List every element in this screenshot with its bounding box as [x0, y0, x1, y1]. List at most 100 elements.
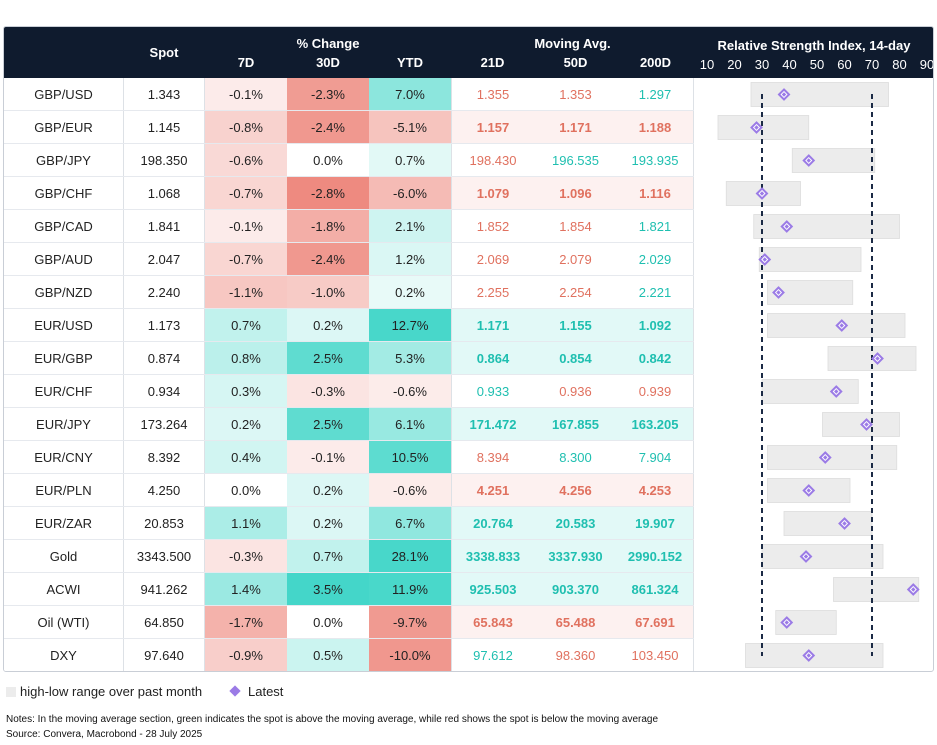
rsi-range-bar	[833, 577, 920, 602]
change-7d-cell: 0.4%	[205, 441, 287, 474]
pair-cell: EUR/ZAR	[4, 507, 123, 540]
change-30d-cell: -1.0%	[287, 276, 369, 309]
pair-cell: GBP/CHF	[4, 177, 123, 210]
change-ytd-cell: 10.5%	[369, 441, 451, 474]
ma-21d-cell: 97.612	[451, 639, 534, 671]
change-ytd-cell: 6.7%	[369, 507, 451, 540]
change-ytd-cell: -6.0%	[369, 177, 451, 210]
rsi-latest-marker-core	[834, 389, 839, 394]
change-7d-cell: 1.1%	[205, 507, 287, 540]
ma-200d-cell: 0.939	[617, 375, 694, 408]
rsi-range-bar	[761, 544, 884, 569]
ma-50d-cell: 2.254	[534, 276, 617, 309]
rsi-range-bar	[783, 511, 873, 536]
rsi-range-bar	[717, 115, 810, 140]
change-30d-cell: -2.3%	[287, 78, 369, 111]
ma-200d-cell: 193.935	[617, 144, 694, 177]
ma-200d-cell: 1.116	[617, 177, 694, 210]
change-30d-cell: 0.5%	[287, 639, 369, 671]
ma-200d-cell: 7.904	[617, 441, 694, 474]
change-7d-cell: -1.7%	[205, 606, 287, 639]
pair-cell: EUR/PLN	[4, 474, 123, 507]
change-ytd-cell: 0.7%	[369, 144, 451, 177]
ma-21d-cell: 198.430	[451, 144, 534, 177]
change-7d-cell: -0.3%	[205, 540, 287, 573]
table-row: GBP/CAD 1.841 -0.1% -1.8% 2.1% 1.852 1.854 1.82…	[4, 210, 694, 243]
pair-cell: GBP/NZD	[4, 276, 123, 309]
ma-21d-cell: 2.255	[451, 276, 534, 309]
range-legend-swatch	[6, 687, 16, 697]
ma-50d-cell: 1.096	[534, 177, 617, 210]
rsi-latest-marker-core	[875, 356, 880, 361]
change-30d-cell: -2.4%	[287, 243, 369, 276]
spot-cell: 2.047	[123, 243, 205, 276]
spot-cell: 97.640	[123, 639, 205, 671]
spot-header: Spot	[149, 45, 179, 60]
pair-cell: GBP/AUD	[4, 243, 123, 276]
ma-21d-cell: 1.355	[451, 78, 534, 111]
change-ytd-cell: -0.6%	[369, 474, 451, 507]
ma-50d-cell: 167.855	[534, 408, 617, 441]
change-7d-cell: -0.8%	[205, 111, 287, 144]
change-7d-cell: -0.7%	[205, 243, 287, 276]
change-7d-cell: 0.0%	[205, 474, 287, 507]
rsi-latest-marker-core	[784, 620, 789, 625]
ma-200d-cell: 163.205	[617, 408, 694, 441]
change-30d-cell: -2.8%	[287, 177, 369, 210]
change-30d-cell: 0.2%	[287, 474, 369, 507]
change-30d-cell: -0.3%	[287, 375, 369, 408]
ma-200d-cell: 2.029	[617, 243, 694, 276]
table-row: DXY 97.640 -0.9% 0.5% -10.0% 97.612 98.360 103.…	[4, 639, 694, 671]
spot-cell: 0.874	[123, 342, 205, 375]
change-7d-cell: 0.7%	[205, 309, 287, 342]
ma-50d-cell: 196.535	[534, 144, 617, 177]
rsi-range-bar	[761, 379, 859, 404]
row-divider	[4, 638, 694, 639]
col-header-21d: 21D	[480, 55, 505, 70]
row-divider	[4, 572, 694, 573]
pair-cell: EUR/JPY	[4, 408, 123, 441]
change-ytd-cell: 7.0%	[369, 78, 451, 111]
rsi-latest-marker-core	[839, 323, 844, 328]
col-header-200d: 200D	[639, 55, 672, 70]
rsi-tick-label: 10	[699, 57, 715, 72]
change-ytd-cell: 5.3%	[369, 342, 451, 375]
change-7d-cell: 1.4%	[205, 573, 287, 606]
spot-cell: 64.850	[123, 606, 205, 639]
change-ytd-cell: -10.0%	[369, 639, 451, 671]
row-divider	[4, 440, 694, 441]
range-legend-label: high-low range over past month	[20, 684, 203, 699]
col-header-30d: 30D	[316, 55, 340, 70]
rsi-latest-marker-core	[842, 521, 847, 526]
table-row: GBP/EUR 1.145 -0.8% -2.4% -5.1% 1.157 1.171 1.1…	[4, 111, 694, 144]
latest-legend-label: Latest	[248, 684, 284, 699]
spot-cell: 1.841	[123, 210, 205, 243]
ma-50d-cell: 1.171	[534, 111, 617, 144]
table-row: GBP/USD 1.343 -0.1% -2.3% 7.0% 1.355 1.353 1.29…	[4, 78, 694, 111]
ma-21d-cell: 0.933	[451, 375, 534, 408]
rsi-range-bar	[767, 445, 898, 470]
rsi-latest-marker-core	[806, 158, 811, 163]
rsi-latest-marker-core	[803, 554, 809, 559]
col-header-7d: 7D	[237, 55, 255, 70]
spot-cell: 198.350	[123, 144, 205, 177]
spot-cell: 1.145	[123, 111, 205, 144]
ma-50d-cell: 98.360	[534, 639, 617, 671]
ma-200d-cell: 861.324	[617, 573, 694, 606]
change-ytd-cell: 1.2%	[369, 243, 451, 276]
ma-50d-cell: 903.370	[534, 573, 617, 606]
rsi-latest-marker-core	[754, 125, 759, 130]
change-7d-cell: -0.7%	[205, 177, 287, 210]
change-ytd-cell: 0.2%	[369, 276, 451, 309]
change-30d-cell: 3.5%	[287, 573, 369, 606]
ma-21d-cell: 1.171	[451, 309, 534, 342]
rsi-range-bar	[750, 82, 889, 107]
ma-200d-cell: 1.188	[617, 111, 694, 144]
ma-200d-cell: 1.821	[617, 210, 694, 243]
source-text: Source: Convera, Macrobond - 28 July 202…	[6, 729, 203, 740]
ma-21d-cell: 20.764	[451, 507, 534, 540]
change-ytd-cell: 6.1%	[369, 408, 451, 441]
pair-cell: GBP/USD	[4, 78, 123, 111]
ma-200d-cell: 1.297	[617, 78, 694, 111]
change-7d-cell: -1.1%	[205, 276, 287, 309]
